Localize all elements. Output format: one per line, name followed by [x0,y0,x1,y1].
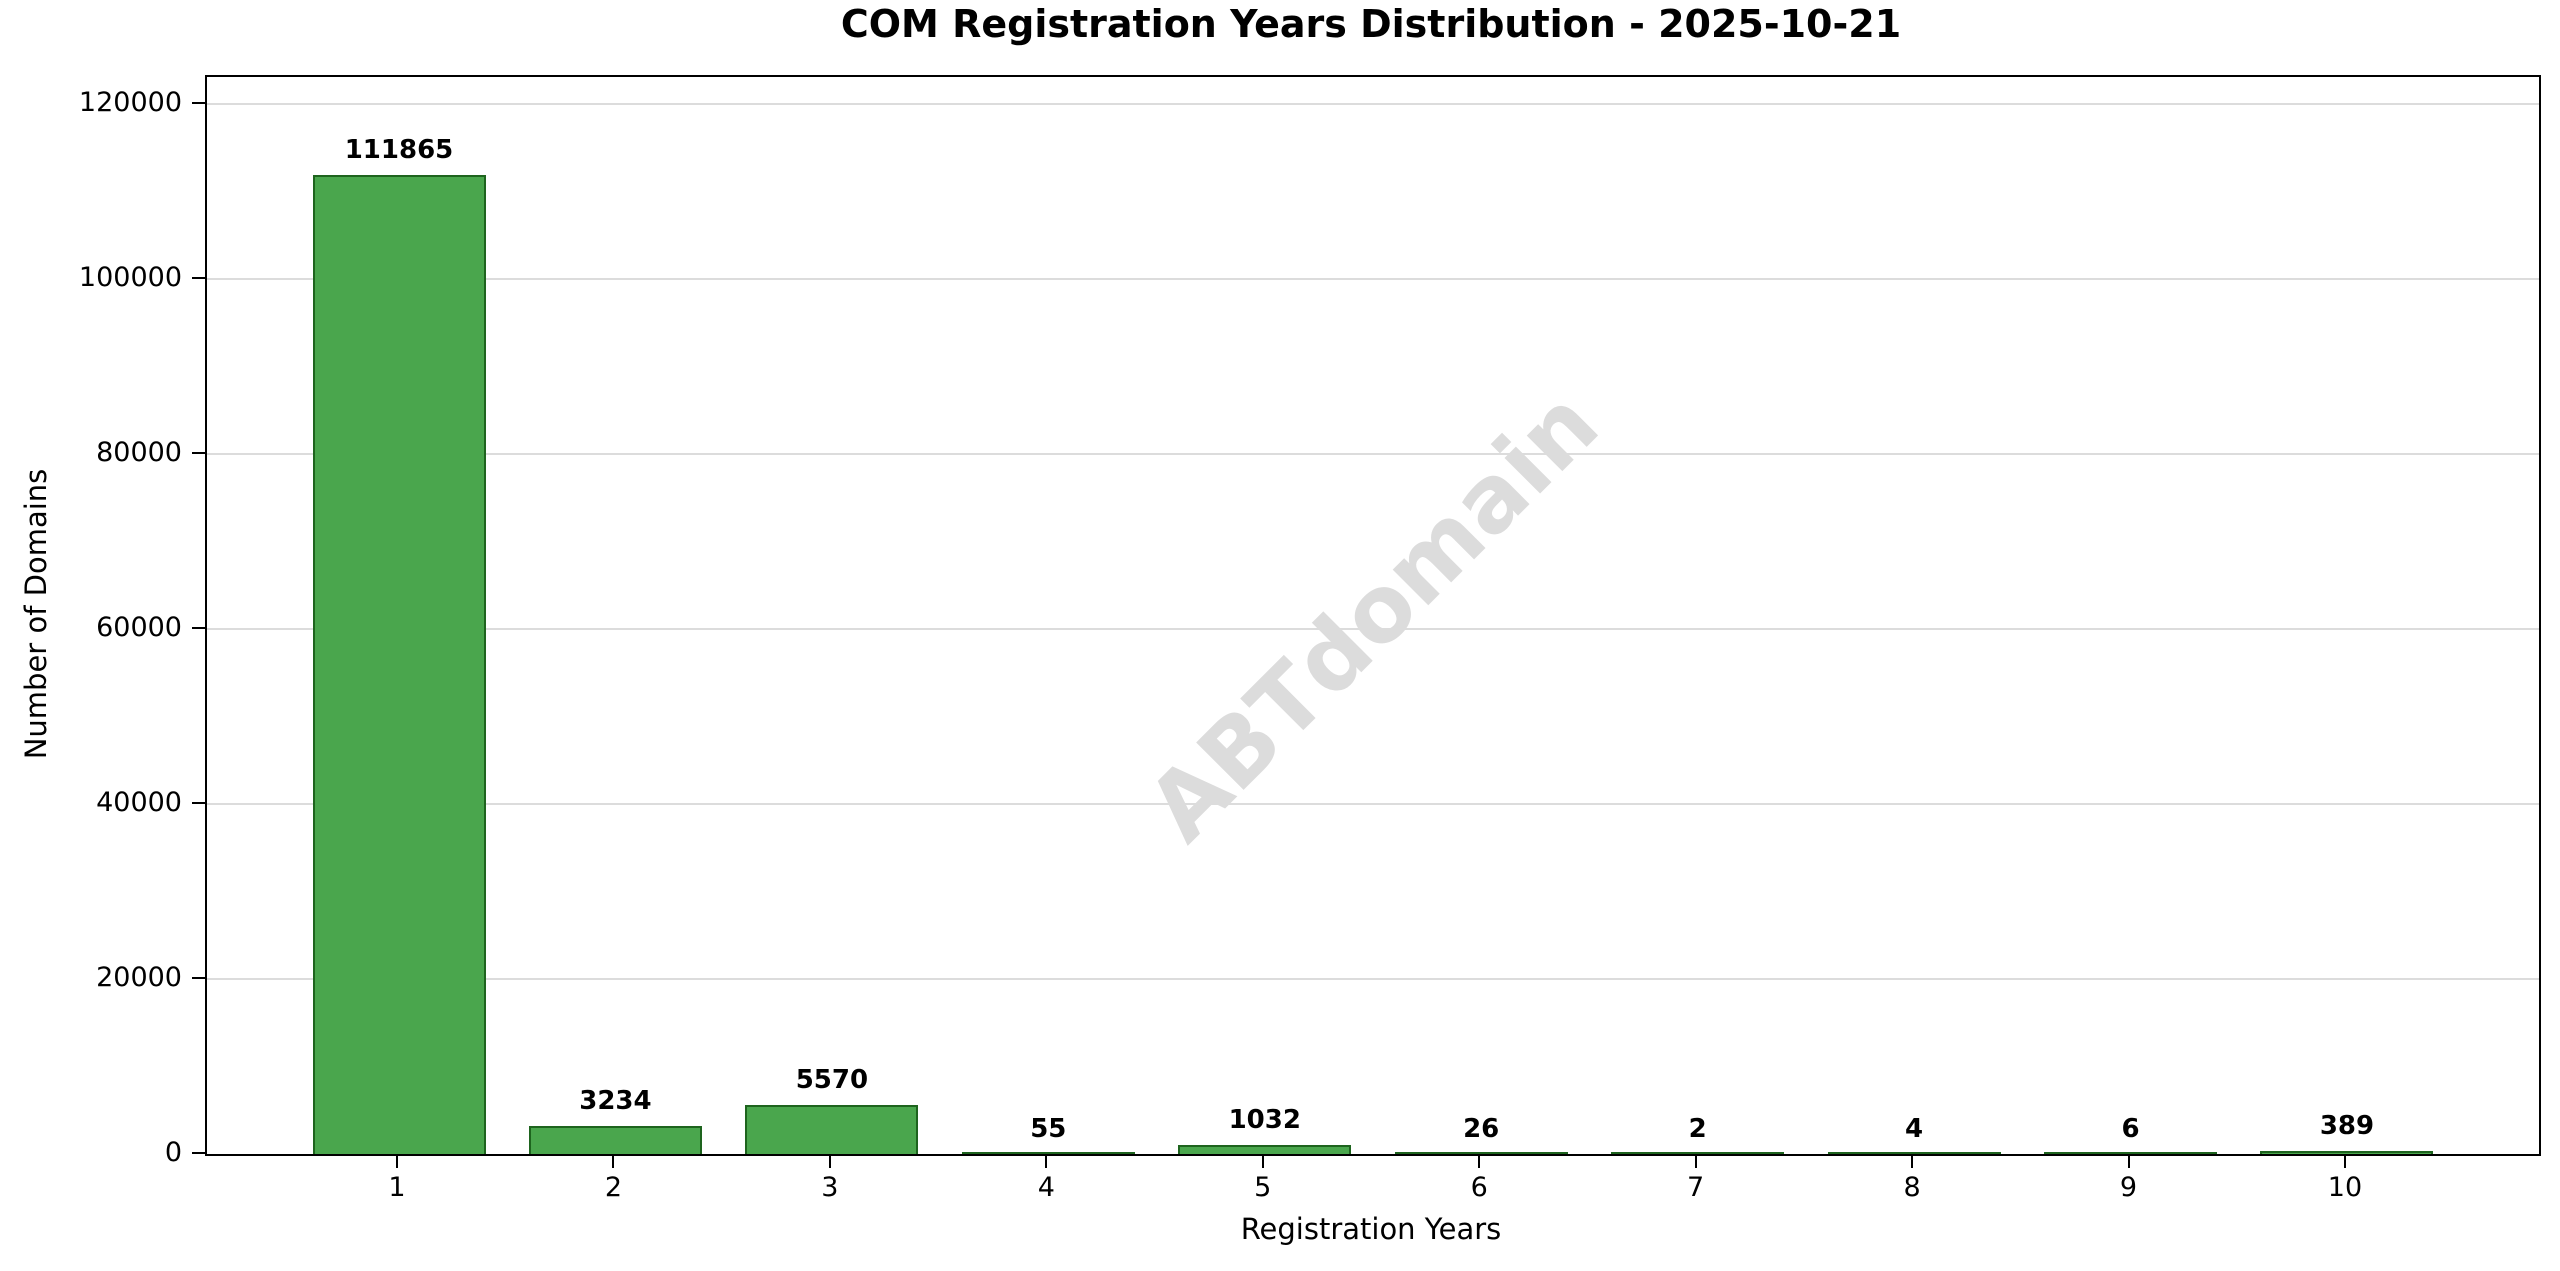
x-tick-label: 4 [1037,1172,1055,1203]
bar [1827,1152,2001,1154]
bar [2044,1152,2218,1154]
x-tick-label: 9 [2119,1172,2138,1203]
bar-value-label: 389 [2319,1110,2375,1141]
y-tick-label: 100000 [78,261,182,293]
x-tick-mark [612,1154,615,1168]
bar [312,174,486,1154]
y-tick-label: 120000 [78,86,182,118]
x-tick-mark [1478,1154,1481,1168]
x-tick-label: 7 [1687,1172,1705,1203]
chart-title: COM Registration Years Distribution - 20… [840,2,1902,46]
bar-value-label: 26 [1463,1113,1500,1144]
bar [961,1152,1135,1154]
y-gridline [207,102,2539,105]
y-gridline [207,802,2539,805]
plot-area: ABTdomain 111865 3234 5570 55 1032 26 2 4 6 389 [205,75,2541,1156]
y-tick-label: 60000 [96,611,182,643]
bar-value-label: 111865 [344,134,454,165]
bar [1178,1144,1352,1154]
x-tick-mark [1911,1154,1914,1168]
x-tick-mark [396,1154,398,1168]
bar-value-label: 4 [1905,1113,1924,1144]
bar-value-label: 3234 [579,1085,652,1116]
y-gridline [207,977,2539,980]
bar-value-label: 6 [2121,1113,2140,1144]
y-tick-label: 20000 [96,961,182,993]
y-tick-mark [192,276,205,279]
x-tick-label: 10 [2327,1172,2363,1203]
bar [2260,1150,2434,1154]
bar [1394,1152,1568,1154]
x-tick-label: 3 [821,1172,839,1203]
x-tick-mark [1045,1154,1048,1168]
bar-value-label: 1032 [1228,1104,1301,1135]
x-tick-mark [2127,1154,2130,1168]
y-gridline [207,277,2539,280]
y-tick-mark [192,626,205,629]
y-tick-label: 40000 [96,786,182,818]
x-tick-label: 2 [604,1172,623,1203]
y-tick-mark [192,801,205,804]
x-axis-label: Registration Years [1240,1212,1502,1246]
y-gridline [207,452,2539,455]
x-tick-label: 1 [388,1172,406,1203]
x-tick-mark [1261,1154,1264,1168]
x-tick-mark [828,1154,831,1168]
bar-value-label: 55 [1030,1113,1067,1144]
y-tick-mark [192,101,205,104]
x-tick-label: 8 [1903,1172,1921,1203]
bar [745,1105,919,1154]
y-tick-mark [192,1152,205,1154]
watermark-text: ABTdomain [1127,369,1619,862]
y-tick-label: 80000 [96,436,182,468]
y-gridline [207,627,2539,630]
y-tick-label: 0 [164,1137,182,1168]
x-tick-label: 6 [1470,1172,1488,1203]
x-tick-label: 5 [1254,1172,1272,1203]
x-tick-mark [2343,1154,2346,1168]
y-tick-mark [192,976,205,979]
y-tick-mark [192,451,205,454]
bar-value-label: 2 [1688,1113,1707,1144]
bar-value-label: 5570 [795,1065,869,1096]
bar [1611,1152,1785,1154]
bar [528,1125,702,1154]
x-tick-mark [1694,1154,1697,1168]
